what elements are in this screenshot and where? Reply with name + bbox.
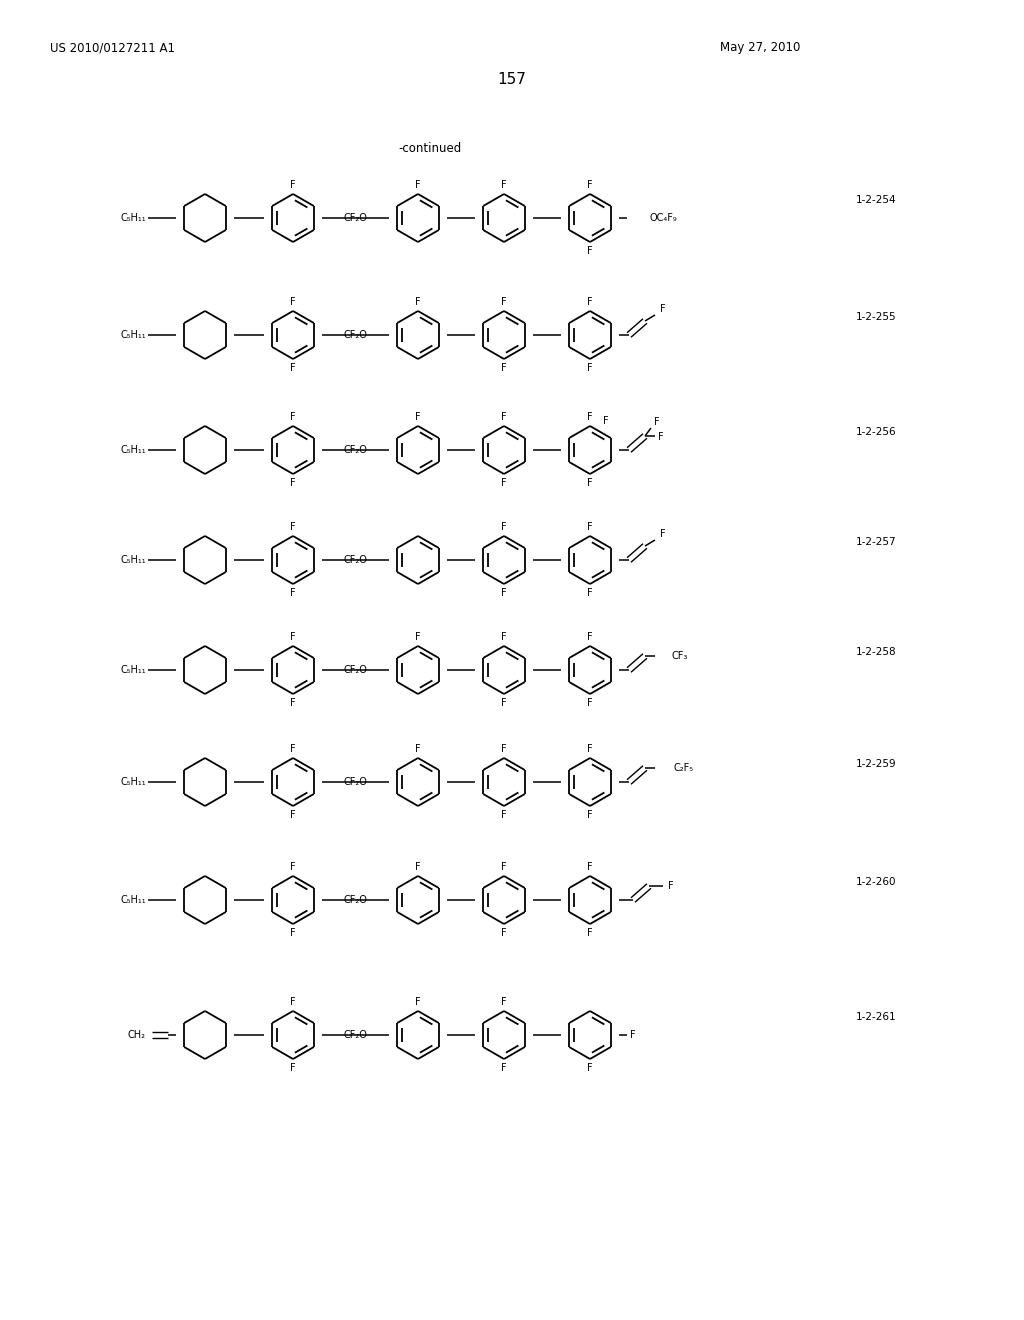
Text: 1-2-257: 1-2-257 bbox=[856, 537, 897, 546]
Text: F: F bbox=[290, 521, 296, 532]
Text: C₅H₁₁: C₅H₁₁ bbox=[121, 665, 146, 675]
Text: F: F bbox=[587, 810, 593, 820]
Text: F: F bbox=[587, 363, 593, 374]
Text: CF₂O: CF₂O bbox=[344, 895, 368, 906]
Text: F: F bbox=[660, 304, 666, 314]
Text: 1-2-255: 1-2-255 bbox=[856, 312, 897, 322]
Text: CF₂O: CF₂O bbox=[344, 554, 368, 565]
Text: F: F bbox=[630, 1030, 636, 1040]
Text: F: F bbox=[290, 363, 296, 374]
Text: F: F bbox=[603, 416, 609, 426]
Text: F: F bbox=[501, 363, 507, 374]
Text: 1-2-259: 1-2-259 bbox=[856, 759, 897, 770]
Text: F: F bbox=[587, 246, 593, 256]
Text: CF₂O: CF₂O bbox=[344, 213, 368, 223]
Text: F: F bbox=[587, 412, 593, 422]
Text: F: F bbox=[501, 412, 507, 422]
Text: F: F bbox=[415, 632, 421, 642]
Text: F: F bbox=[501, 928, 507, 939]
Text: 1-2-261: 1-2-261 bbox=[856, 1012, 897, 1022]
Text: OC₄F₉: OC₄F₉ bbox=[649, 213, 677, 223]
Text: CF₃: CF₃ bbox=[671, 651, 687, 661]
Text: 157: 157 bbox=[498, 73, 526, 87]
Text: F: F bbox=[587, 928, 593, 939]
Text: CF₂O: CF₂O bbox=[344, 330, 368, 341]
Text: F: F bbox=[415, 412, 421, 422]
Text: F: F bbox=[290, 412, 296, 422]
Text: 1-2-256: 1-2-256 bbox=[856, 426, 897, 437]
Text: F: F bbox=[290, 478, 296, 488]
Text: C₅H₁₁: C₅H₁₁ bbox=[121, 213, 146, 223]
Text: 1-2-260: 1-2-260 bbox=[856, 876, 896, 887]
Text: F: F bbox=[290, 862, 296, 873]
Text: CF₂O: CF₂O bbox=[344, 665, 368, 675]
Text: F: F bbox=[501, 478, 507, 488]
Text: F: F bbox=[587, 862, 593, 873]
Text: F: F bbox=[290, 928, 296, 939]
Text: F: F bbox=[501, 297, 507, 308]
Text: May 27, 2010: May 27, 2010 bbox=[720, 41, 801, 54]
Text: CF₂O: CF₂O bbox=[344, 777, 368, 787]
Text: F: F bbox=[415, 997, 421, 1007]
Text: F: F bbox=[587, 1063, 593, 1073]
Text: F: F bbox=[290, 297, 296, 308]
Text: F: F bbox=[654, 417, 659, 426]
Text: 1-2-258: 1-2-258 bbox=[856, 647, 897, 657]
Text: F: F bbox=[501, 521, 507, 532]
Text: F: F bbox=[501, 810, 507, 820]
Text: F: F bbox=[587, 632, 593, 642]
Text: F: F bbox=[290, 744, 296, 754]
Text: C₅H₁₁: C₅H₁₁ bbox=[121, 554, 146, 565]
Text: F: F bbox=[658, 432, 664, 442]
Text: F: F bbox=[290, 698, 296, 708]
Text: F: F bbox=[290, 1063, 296, 1073]
Text: -continued: -continued bbox=[398, 141, 462, 154]
Text: F: F bbox=[415, 744, 421, 754]
Text: F: F bbox=[587, 478, 593, 488]
Text: C₅H₁₁: C₅H₁₁ bbox=[121, 445, 146, 455]
Text: F: F bbox=[587, 698, 593, 708]
Text: C₂F₅: C₂F₅ bbox=[673, 763, 693, 774]
Text: F: F bbox=[587, 180, 593, 190]
Text: F: F bbox=[501, 1063, 507, 1073]
Text: CF₂O: CF₂O bbox=[344, 1030, 368, 1040]
Text: F: F bbox=[290, 810, 296, 820]
Text: C₅H₁₁: C₅H₁₁ bbox=[121, 777, 146, 787]
Text: F: F bbox=[415, 862, 421, 873]
Text: F: F bbox=[290, 997, 296, 1007]
Text: F: F bbox=[290, 180, 296, 190]
Text: C₅H₁₁: C₅H₁₁ bbox=[121, 330, 146, 341]
Text: F: F bbox=[587, 744, 593, 754]
Text: F: F bbox=[501, 744, 507, 754]
Text: CF₂O: CF₂O bbox=[344, 445, 368, 455]
Text: 1-2-254: 1-2-254 bbox=[856, 195, 897, 205]
Text: F: F bbox=[415, 297, 421, 308]
Text: F: F bbox=[587, 521, 593, 532]
Text: F: F bbox=[501, 587, 507, 598]
Text: F: F bbox=[660, 529, 666, 539]
Text: F: F bbox=[669, 880, 674, 891]
Text: C₅H₁₁: C₅H₁₁ bbox=[121, 895, 146, 906]
Text: F: F bbox=[501, 632, 507, 642]
Text: F: F bbox=[415, 180, 421, 190]
Text: F: F bbox=[501, 997, 507, 1007]
Text: F: F bbox=[587, 297, 593, 308]
Text: F: F bbox=[501, 698, 507, 708]
Text: F: F bbox=[290, 587, 296, 598]
Text: US 2010/0127211 A1: US 2010/0127211 A1 bbox=[50, 41, 175, 54]
Text: CH₂: CH₂ bbox=[128, 1030, 146, 1040]
Text: F: F bbox=[290, 632, 296, 642]
Text: F: F bbox=[501, 180, 507, 190]
Text: F: F bbox=[587, 587, 593, 598]
Text: F: F bbox=[501, 862, 507, 873]
